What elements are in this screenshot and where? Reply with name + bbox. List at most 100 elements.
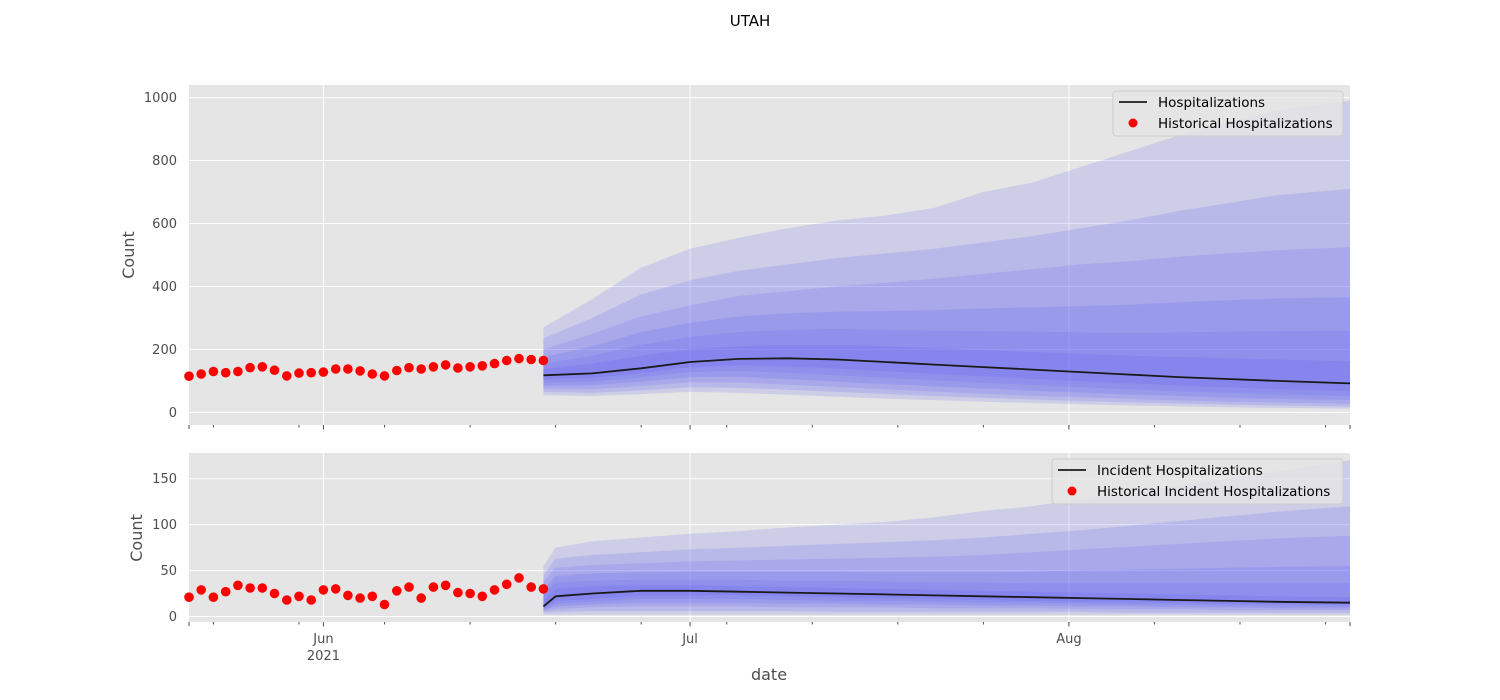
y-tick-label: 400 (152, 280, 177, 295)
forecast-band (543, 100, 1350, 409)
forecast-band (543, 345, 1350, 391)
y-tick-label: 50 (160, 564, 177, 579)
historical-point (514, 353, 524, 364)
historical-point (269, 365, 280, 376)
historical-point (306, 367, 317, 378)
top-y-tick-labels: 0 200 400 600 800 1000 (144, 91, 177, 421)
historical-point (428, 582, 439, 592)
historical-point (220, 367, 231, 378)
forecast-band (543, 247, 1350, 404)
historical-point (220, 586, 231, 597)
historical-point (367, 369, 378, 379)
top-gridlines (189, 85, 1350, 425)
bottom-legend-points-label: Historical Incident Hospitalizations (1097, 484, 1330, 500)
top-legend-box (1112, 90, 1344, 137)
historical-point (514, 573, 524, 583)
historical-point (453, 363, 463, 373)
top-median-line (543, 357, 1351, 385)
historical-point (404, 362, 414, 373)
historical-point (489, 585, 500, 595)
x-tick-sublabel: 2021 (307, 649, 340, 664)
top-legend-points-label: Historical Hospitalizations (1158, 116, 1333, 132)
historical-point (465, 362, 475, 372)
historical-point (269, 588, 280, 599)
top-plot-background (189, 85, 1350, 425)
bottom-historical-points (184, 573, 549, 610)
historical-point (392, 586, 402, 596)
bottom-y-axis-label: Count (127, 514, 146, 562)
historical-point (257, 583, 268, 593)
historical-point (355, 366, 365, 376)
y-tick-label: 200 (152, 343, 177, 358)
historical-point (294, 368, 304, 378)
bottom-panel: 0 50 100 150 Jun 2021 Jul Aug Count Incident H… (127, 453, 1351, 664)
historical-point (208, 592, 219, 602)
forecast-band (543, 188, 1350, 407)
historical-point (294, 591, 304, 602)
historical-point (318, 367, 329, 377)
historical-point (477, 361, 488, 371)
historical-point (245, 583, 255, 593)
top-forecast-bands (543, 100, 1350, 409)
top-x-ticks (188, 425, 1351, 430)
forecast-band (543, 329, 1350, 396)
historical-point (465, 588, 475, 599)
historical-point (233, 580, 243, 591)
historical-point (306, 595, 317, 605)
historical-point (379, 599, 390, 610)
y-tick-label: 0 (169, 406, 177, 421)
bottom-legend-points-swatch (1067, 486, 1077, 496)
historical-point (526, 582, 536, 592)
top-historical-points (184, 353, 549, 382)
historical-point (416, 364, 427, 374)
historical-point (330, 364, 341, 374)
bottom-forecast-bands (543, 460, 1350, 615)
historical-point (318, 585, 329, 595)
historical-point (367, 591, 378, 602)
historical-point (404, 582, 414, 592)
historical-point (453, 587, 463, 598)
bottom-x-ticks: Jun 2021 Jul Aug (188, 622, 1351, 664)
bottom-median-line (542, 589, 1351, 608)
historical-point (196, 585, 206, 595)
historical-point (282, 595, 292, 605)
top-y-axis-label: Count (119, 231, 138, 279)
figure-title: UTAH (730, 12, 771, 30)
historical-point (526, 354, 536, 365)
historical-point (196, 369, 206, 379)
historical-point (330, 584, 341, 594)
y-tick-label: 150 (152, 472, 177, 487)
bottom-y-tick-labels: 0 50 100 150 (152, 472, 177, 625)
historical-point (538, 584, 549, 594)
x-tick-label: Aug (1056, 632, 1081, 647)
x-tick-label: Jul (681, 632, 698, 647)
top-panel: 0 200 400 600 800 1000 Count Hospitalizations… (119, 85, 1351, 430)
bottom-legend: Incident Hospitalizations Historical Inc… (1051, 458, 1344, 505)
historical-point (282, 371, 292, 381)
top-legend: Hospitalizations Historical Hospitalizat… (1112, 90, 1344, 137)
historical-point (392, 365, 402, 376)
historical-point (489, 358, 500, 369)
bottom-legend-line-label: Incident Hospitalizations (1097, 463, 1263, 479)
historical-point (343, 590, 353, 601)
top-legend-points-swatch (1128, 118, 1138, 128)
historical-point (379, 371, 390, 381)
historical-point (440, 360, 451, 370)
historical-point (416, 593, 427, 603)
y-tick-label: 800 (152, 154, 177, 169)
top-legend-line-label: Hospitalizations (1158, 95, 1265, 111)
historical-point (477, 591, 488, 602)
y-tick-label: 600 (152, 217, 177, 232)
historical-point (428, 362, 439, 372)
x-tick-label: Jun (312, 632, 333, 647)
x-axis-label: date (751, 665, 787, 684)
historical-point (233, 366, 243, 377)
y-tick-label: 1000 (144, 91, 177, 106)
historical-point (184, 371, 194, 382)
forecast-band (543, 297, 1350, 401)
historical-point (343, 364, 353, 374)
historical-point (257, 362, 268, 372)
y-tick-label: 0 (169, 610, 177, 625)
y-tick-label: 100 (152, 518, 177, 533)
